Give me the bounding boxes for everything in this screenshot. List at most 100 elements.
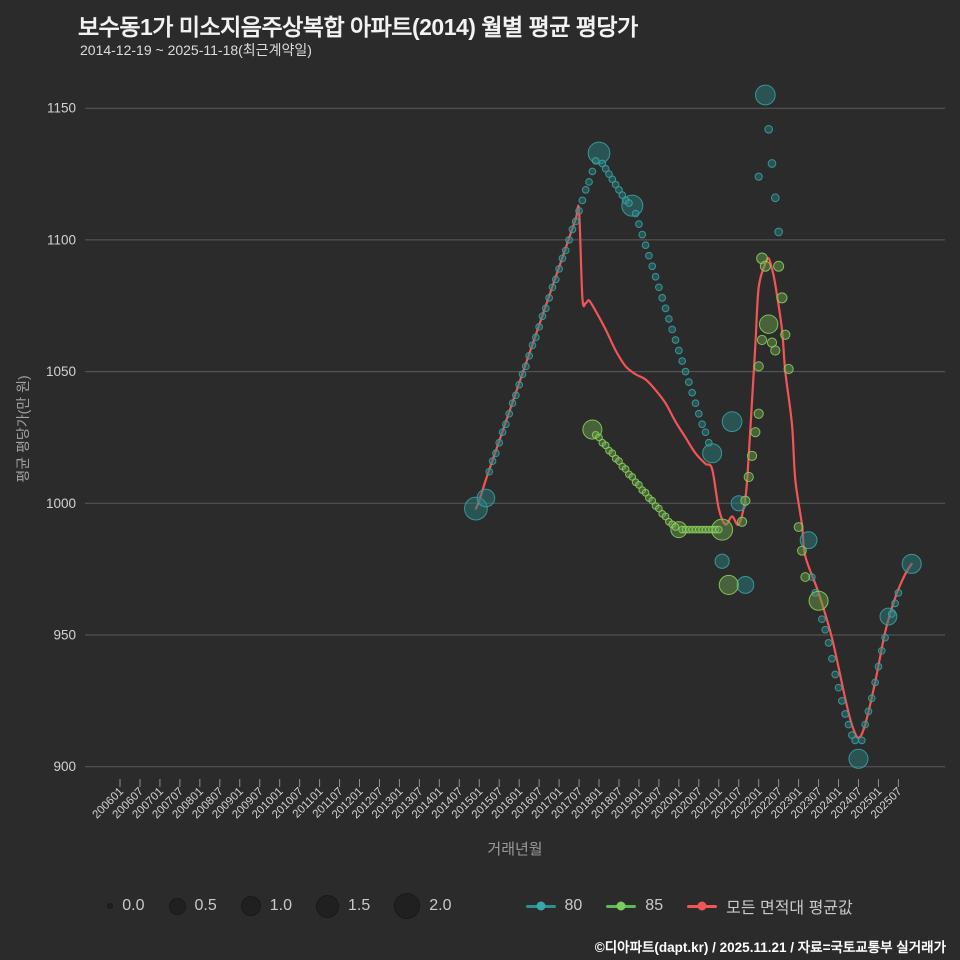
legend-size-item-0: 0.0 [107,897,145,915]
data-point [821,625,830,634]
data-point [661,304,670,313]
data-point [525,351,534,360]
data-point [502,420,510,429]
legend-size-item-1: 0.5 [168,897,217,915]
data-point [758,314,779,334]
data-point [578,196,587,205]
data-point [780,329,791,340]
data-point [488,457,497,466]
data-point [799,531,818,550]
data-point [894,589,903,597]
data-point [753,361,764,372]
y-tick-label: 1150 [47,101,76,116]
data-point [887,610,896,618]
size-bubble-icon [240,896,261,916]
copyright-credit: ©디아파트(dapt.kr) / 2025.11.21 / 자료=국토교통부 실… [594,940,946,955]
data-point [535,322,543,331]
data-point [558,254,567,263]
teal-line-marker-icon [525,901,556,911]
data-point [848,748,869,769]
data-point [844,720,853,729]
data-point [797,545,807,556]
gridlines [85,107,945,768]
data-point [694,409,703,418]
data-point [521,362,530,371]
y-tick-label: 950 [53,628,76,643]
data-point [736,576,755,594]
data-point [688,388,697,397]
data-point [770,193,780,203]
data-point [776,292,788,304]
data-point [495,438,504,447]
data-point [591,157,600,165]
data-point [565,236,573,244]
data-point [498,428,507,437]
data-point [515,380,524,389]
data-point [678,357,687,365]
data-point [838,697,846,705]
data-point [548,283,557,292]
data-point [753,408,764,419]
legend-series-label: 모든 면적대 평균값 [726,900,853,917]
data-point [671,523,680,531]
size-bubble-icon [316,894,339,918]
data-point [831,670,840,679]
legend-series-item-80: 80 [525,897,583,915]
data-point [675,346,683,355]
data-point [645,251,653,260]
data-point [668,325,677,334]
data-point [867,694,876,703]
data-point [891,599,899,608]
data-point [545,293,553,302]
data-point [743,471,754,483]
data-point [877,646,886,655]
data-point [655,283,663,292]
data-point [658,293,667,302]
y-tick-label: 1000 [46,496,76,511]
data-point [736,516,748,527]
legend-series-label: 80 [564,897,583,914]
data-point [864,707,873,716]
data-point [702,443,723,464]
data-point [581,186,590,194]
data-point [759,260,771,272]
page-title: 보수동1가 미소지음주상복합 아파트(2014) 월별 평균 평당가 [78,14,638,40]
data-point [764,124,774,134]
data-point [691,399,700,408]
data-point [541,304,550,313]
data-point [492,449,500,458]
red-line-marker-icon [687,901,718,911]
data-point [756,334,768,346]
data-point [555,265,563,273]
data-point [881,633,889,642]
data-point [861,720,869,729]
data-point [538,312,547,321]
legend-size-item-3: 1.5 [316,894,371,918]
data-point [718,574,739,595]
data-point [575,207,583,215]
legend-size-item-2: 1.0 [240,896,292,916]
data-point [551,275,560,284]
data-point [808,590,829,611]
data-point [874,662,883,671]
data-point [714,553,730,569]
y-tick-label: 1050 [46,364,76,379]
data-point [512,391,520,400]
data-point [625,199,633,207]
legend-series-label: 85 [645,897,664,914]
legend: 0.0 0.5 1.0 1.5 2.0 80 85 모든 면적대 평균값 [0,886,960,926]
data-point [635,220,643,228]
data-point [648,262,657,271]
data-point [641,241,650,250]
size-bubble-icon [394,893,421,919]
legend-size-label: 2.0 [429,897,452,914]
data-point [588,167,597,176]
data-point [871,678,879,687]
legend-size-label: 1.5 [348,897,371,914]
data-point [767,159,777,168]
legend-series-item-average: 모든 면적대 평균값 [687,894,853,918]
data-point [531,333,540,342]
data-point [561,246,570,255]
